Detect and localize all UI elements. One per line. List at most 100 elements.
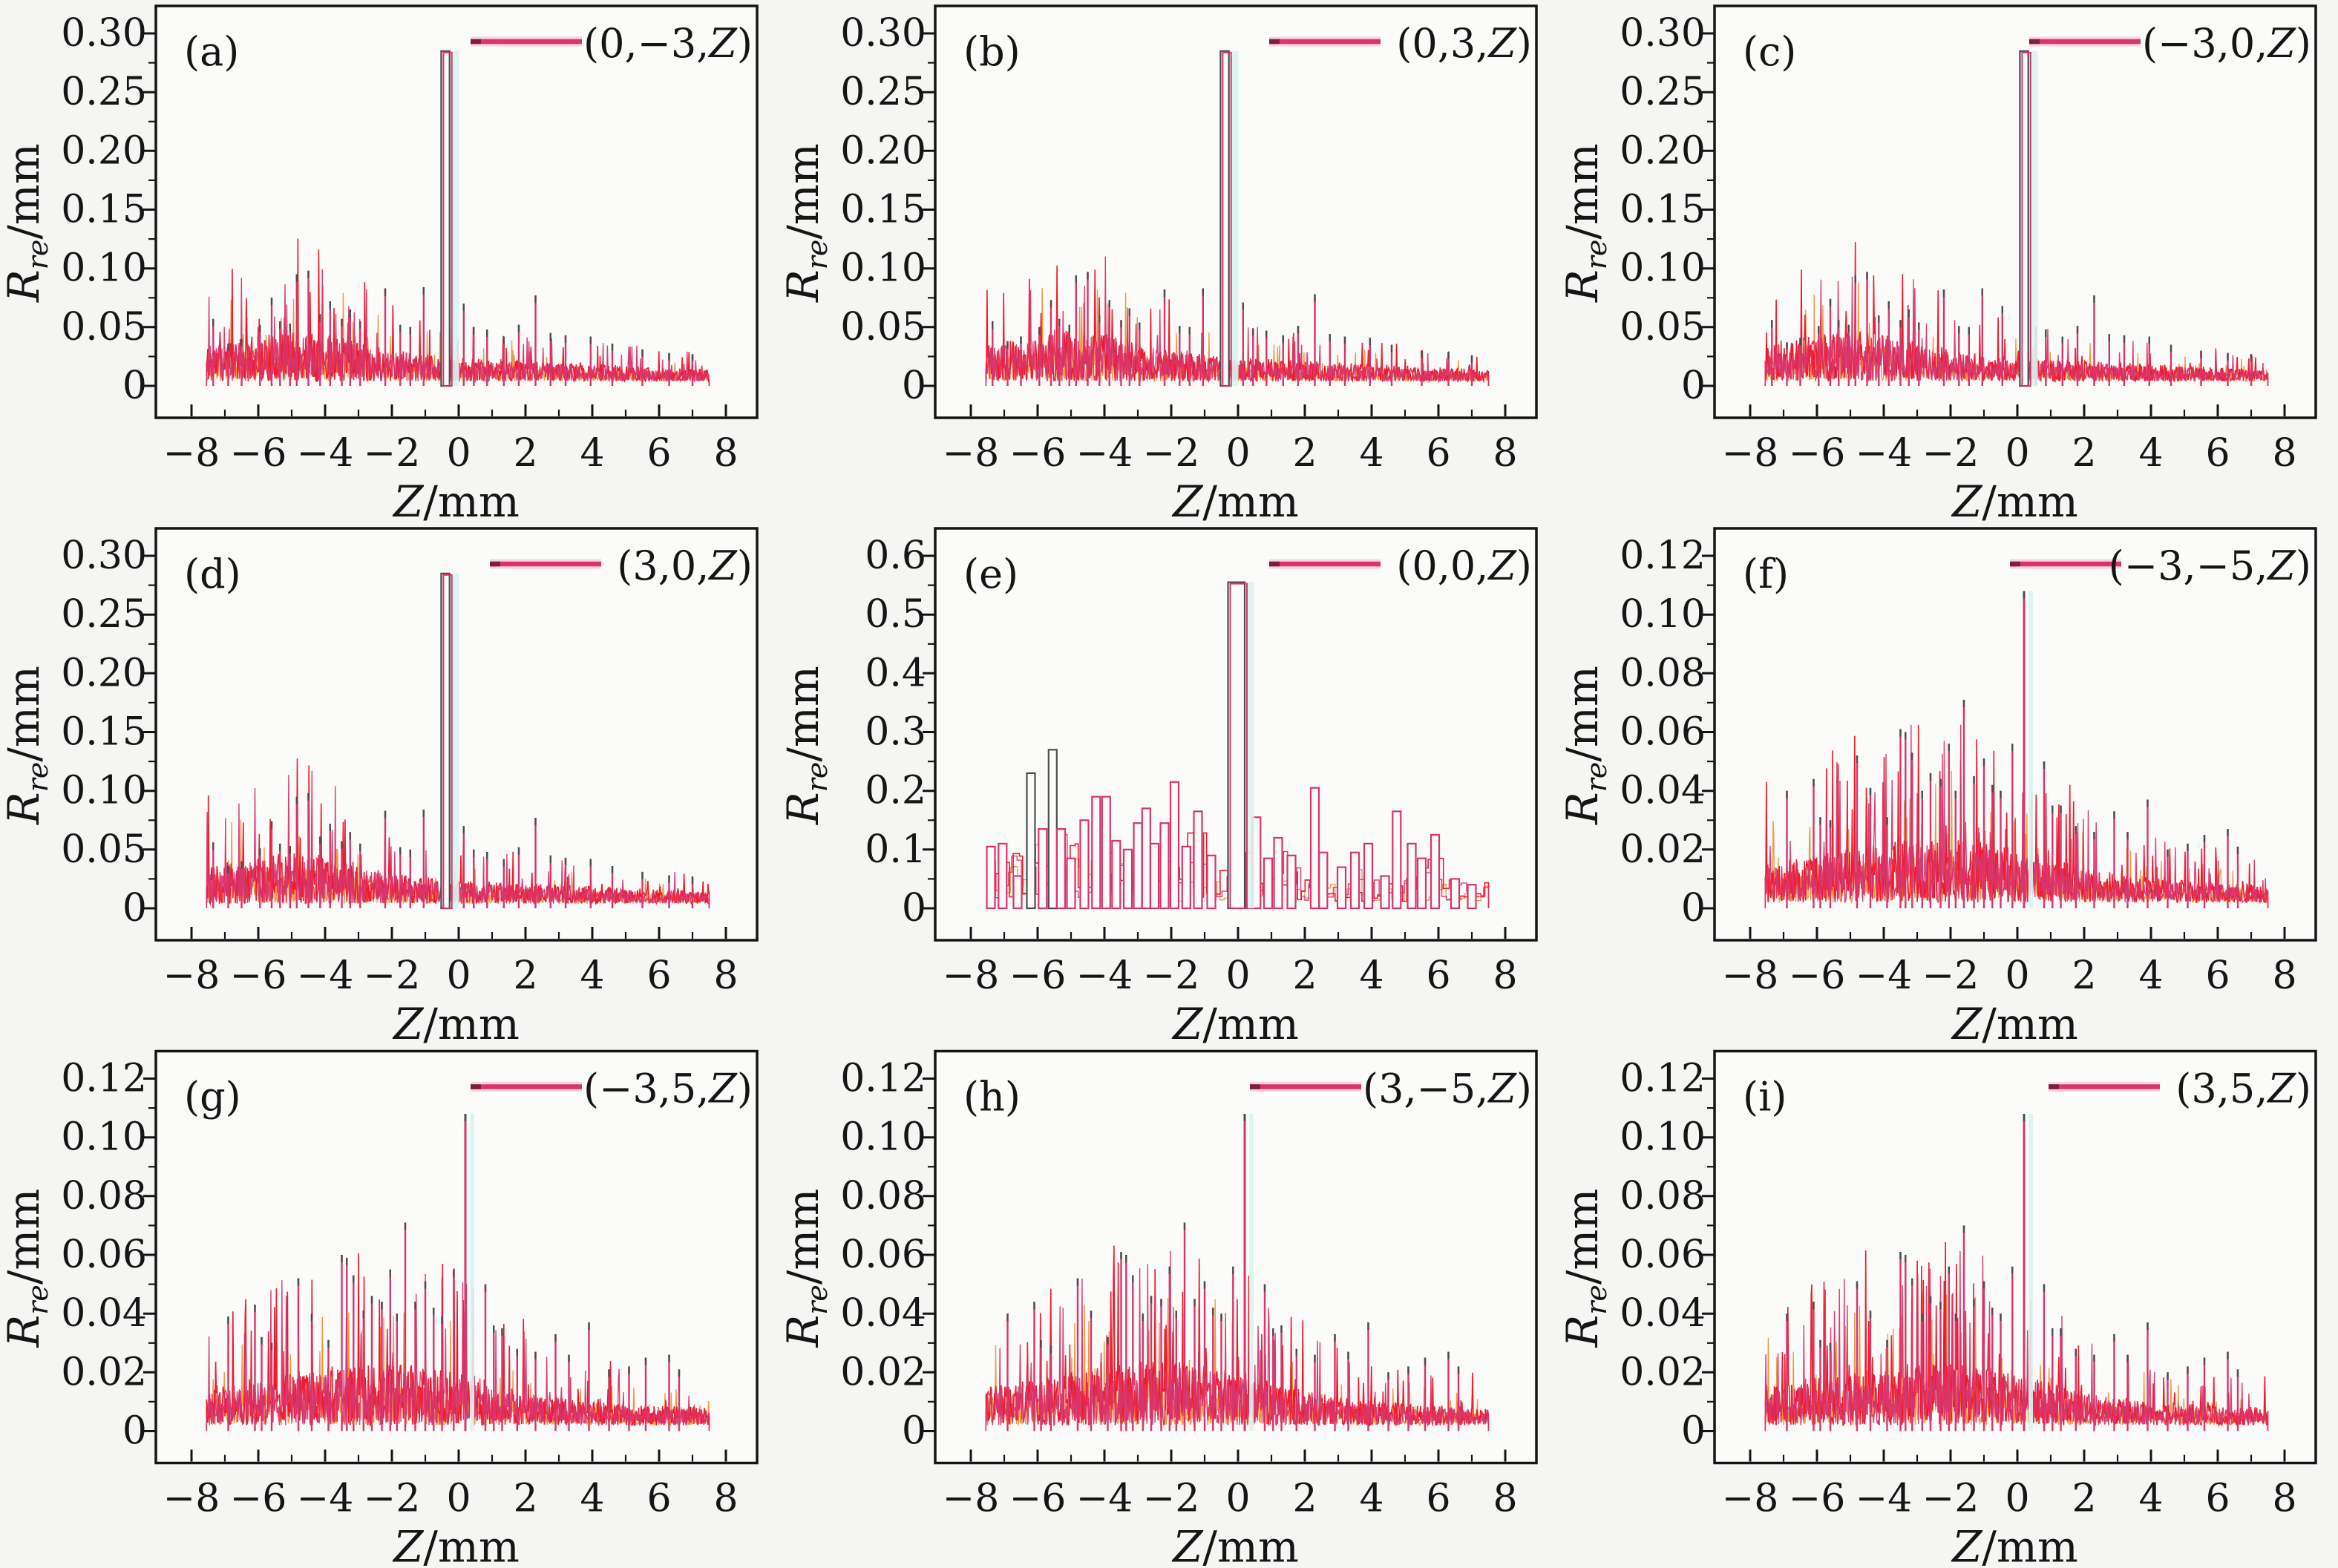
main-peak [1219, 50, 1239, 387]
main-peak [2023, 1114, 2033, 1431]
panel-i: −8 −6 −4 −2 0 2 4 6 8 Z/mm 0.12 0.10 0.08 0.06 0.04 0.0… [1559, 1045, 2338, 1568]
x-tick-label: −4 [1856, 431, 1913, 476]
step-peak [1047, 749, 1058, 910]
legend: (3,0,Z) [490, 542, 753, 589]
legend: (−3,0,Z) [2029, 20, 2311, 67]
notable-peaks [227, 1222, 681, 1431]
trace-crimson [1764, 724, 2269, 908]
y-axis-title: Rre/mm [0, 666, 54, 825]
peak-shadow-band [2028, 591, 2033, 908]
step-peak [1026, 772, 1036, 910]
y-tick-label: 0.25 [61, 592, 147, 637]
x-tick-label: 2 [513, 954, 537, 998]
x-axis-title: Z/mm [392, 999, 520, 1045]
x-tick-label: 0 [1225, 431, 1250, 476]
y-tick-label: 0.02 [840, 1350, 926, 1394]
y-tick-label: 0.10 [61, 246, 147, 291]
notable-peaks [1786, 1225, 2239, 1431]
y-axis: 0.12 0.10 0.08 0.06 0.04 0.02 0 Rre/mm [1559, 534, 1715, 931]
main-peak [2023, 591, 2033, 908]
notable-peaks [1006, 1222, 1460, 1431]
trace-red [1764, 724, 2269, 908]
y-axis: 0.6 0.5 0.4 0.3 0.2 0.1 0 Rre/mm [779, 534, 936, 931]
y-axis: 0.12 0.10 0.08 0.06 0.04 0.02 0 Rre/mm [1559, 1057, 1715, 1454]
x-axis: −8 −6 −4 −2 0 2 4 6 8 Z/mm [1722, 1449, 2297, 1568]
x-tick-label: 4 [2138, 431, 2163, 476]
notable-peaks [1771, 272, 2253, 386]
y-tick-label: 0.08 [61, 1174, 147, 1218]
x-tick-label: 2 [1292, 431, 1317, 476]
y-tick-label: 0.10 [840, 246, 926, 291]
panel-e-chart: −8 −6 −4 −2 0 2 4 6 8Z/mm0.60.50.40.30.20.10Rre/… [779, 527, 1538, 1045]
x-axis: −8 −6 −4 −2 0 2 4 6 8 Z/mm [163, 404, 739, 522]
y-tick-label: 0.12 [1620, 1057, 1706, 1101]
y-tick-label: 0.15 [61, 188, 147, 232]
x-tick-label: −2 [1922, 431, 1980, 476]
y-tick-label: 0.10 [1620, 1115, 1706, 1160]
y-axis-title: Rre/mm [1559, 1189, 1613, 1348]
legend: (0,0,Z) [1269, 542, 1532, 589]
y-tick-label: 0.2 [865, 769, 926, 813]
y-tick-label: 0.06 [1620, 710, 1706, 755]
main-peak-outline [442, 51, 453, 387]
axes-frame [934, 527, 1538, 942]
x-tick-label: −8 [943, 1477, 1000, 1521]
panel-letter: (c) [1743, 28, 1796, 75]
legend: (−3,5,Z) [471, 1066, 753, 1112]
x-tick-label: 0 [2005, 431, 2029, 476]
panel-letter: (d) [184, 551, 241, 597]
x-tick-label: 6 [646, 954, 671, 998]
main-peak-outline [442, 574, 453, 910]
y-tick-label: 0.20 [61, 128, 147, 173]
y-tick-label: 0.30 [61, 534, 147, 578]
y-tick-label: 0.02 [61, 1350, 147, 1394]
panel-c: −8 −6 −4 −2 0 2 4 6 8 Z/mm 0.30 0.25 0.20 0.15 0.10 0.0… [1559, 0, 2338, 522]
x-tick-label: −6 [230, 1477, 287, 1521]
y-tick-label: 0.20 [1620, 128, 1706, 173]
x-tick-label: 6 [2205, 431, 2230, 476]
x-tick-label: 2 [1292, 1477, 1317, 1521]
axes-frame [154, 4, 759, 419]
step-peak [1467, 884, 1477, 910]
x-tick-label: −4 [1856, 1477, 1913, 1521]
y-axis-title: Rre/mm [0, 143, 54, 303]
main-peak-outline [1222, 51, 1232, 387]
y-axis-title: Rre/mm [1559, 143, 1613, 303]
main-peak [1227, 581, 1254, 910]
panel-f: −8 −6 −4 −2 0 2 4 6 8 Z/mm 0.12 0.10 0.08 0.06 0.04 0.0… [1559, 522, 2338, 1045]
y-tick-label: 0.02 [1620, 827, 1706, 872]
x-tick-label: −4 [297, 954, 354, 998]
x-tick-label: 2 [2072, 1477, 2096, 1521]
step-peak [1141, 807, 1151, 910]
y-tick-label: 0.10 [1620, 246, 1706, 291]
panel-letter: (i) [1743, 1074, 1787, 1121]
step-peak [1206, 854, 1217, 910]
axes-frame [1713, 527, 2317, 942]
y-axis-title: Rre/mm [779, 666, 834, 825]
axes-frame [154, 1049, 759, 1465]
y-axis-title: Rre/mm [1559, 666, 1613, 825]
axes-frame [1713, 1049, 2317, 1465]
axes-frame [1713, 4, 2317, 419]
step-peak [1091, 796, 1101, 910]
y-tick-label: 0.4 [865, 651, 926, 695]
x-tick-label: −8 [163, 1477, 220, 1521]
main-peak-outline [2021, 51, 2031, 387]
x-axis: −8 −6 −4 −2 0 2 4 6 8 Z/mm [1722, 404, 2297, 522]
x-tick-label: 4 [580, 954, 604, 998]
y-tick-label: 0.05 [61, 305, 147, 350]
panel-a: −8 −6 −4 −2 0 2 4 6 8 Z/mm 0.30 0.25 0.20 0.15 0.10 0.0… [0, 0, 779, 522]
step-peak [1038, 828, 1048, 910]
x-tick-label: −2 [1922, 954, 1980, 998]
y-tick-label: 0 [902, 886, 926, 931]
x-axis-title: Z/mm [392, 1522, 520, 1568]
main-peak-bar [1219, 50, 1230, 387]
panel-b: −8 −6 −4 −2 0 2 4 6 8 Z/mm 0.30 0.25 0.20 0.15 0.10 0.0… [779, 0, 1559, 522]
x-tick-label: −8 [1722, 1477, 1779, 1521]
x-tick-label: 0 [1225, 1477, 1250, 1521]
step-peak [1349, 851, 1360, 910]
y-axis: 0.12 0.10 0.08 0.06 0.04 0.02 0 Rre/mm [779, 1057, 936, 1454]
step-peak [1363, 842, 1374, 910]
x-axis: −8 −6 −4 −2 0 2 4 6 8 Z/mm [163, 927, 739, 1045]
